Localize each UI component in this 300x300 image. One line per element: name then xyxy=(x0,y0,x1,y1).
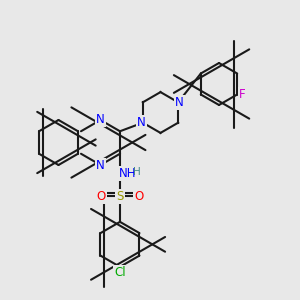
Text: N: N xyxy=(137,116,146,129)
Text: Cl: Cl xyxy=(114,266,126,279)
Text: H: H xyxy=(133,167,140,177)
Text: NH: NH xyxy=(119,167,136,180)
Text: O: O xyxy=(134,190,143,203)
Text: O: O xyxy=(97,190,106,203)
Text: N: N xyxy=(96,113,105,126)
Text: S: S xyxy=(116,190,124,203)
Text: F: F xyxy=(239,88,246,101)
Text: N: N xyxy=(96,159,105,172)
Text: N: N xyxy=(175,96,184,109)
